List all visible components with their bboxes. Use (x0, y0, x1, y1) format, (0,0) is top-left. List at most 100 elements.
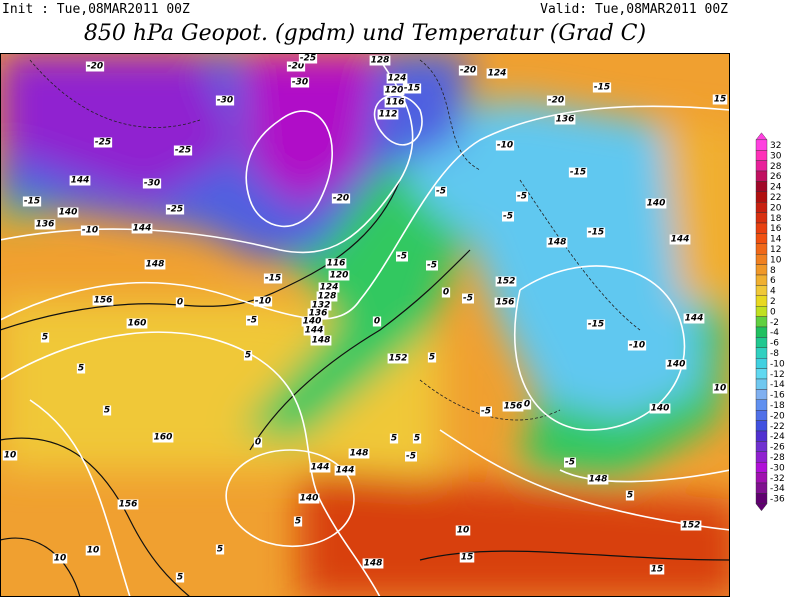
label-box (387, 353, 409, 364)
label-box (462, 293, 474, 304)
contour-label: 140 (647, 199, 666, 209)
label-box (712, 383, 728, 394)
label-box (554, 114, 576, 125)
contour-label: 140 (59, 208, 78, 218)
contour-label: 15 (461, 553, 474, 563)
contour-label: 5 (177, 573, 183, 583)
contour-label: -5 (517, 192, 527, 202)
map-title: 850 hPa Geopot. (gpdm) und Temperatur (G… (84, 21, 646, 46)
contour-label: 144 (336, 466, 355, 476)
label-box (494, 297, 516, 308)
contour-label: 5 (295, 517, 301, 527)
contour-label: 148 (364, 559, 383, 569)
colorbar-swatch (755, 243, 768, 255)
colorbar-swatch (755, 378, 768, 390)
label-box (625, 490, 635, 501)
label-box (426, 260, 438, 271)
colorbar-label: -26 (770, 443, 785, 453)
label-box (427, 352, 437, 363)
contour-label: 112 (379, 110, 398, 120)
contour-label: -30 (217, 96, 233, 106)
label-box (586, 227, 606, 238)
contour-label: 136 (556, 115, 575, 125)
contour-label: 5 (391, 434, 397, 444)
colorbar-swatch (755, 316, 768, 328)
label-box (57, 207, 79, 218)
label-box (40, 332, 50, 343)
label-box (293, 516, 303, 527)
colorbar-label: -36 (770, 495, 785, 505)
label-box (316, 291, 338, 302)
colorbar-label: -16 (770, 391, 785, 401)
contour-label: 116 (386, 98, 405, 108)
contour-label: -10 (497, 141, 513, 151)
contour-label: -5 (406, 452, 416, 462)
colorbar-swatch (755, 430, 768, 442)
contour-label: 144 (133, 224, 152, 234)
colorbar-swatch (755, 472, 768, 484)
contour-label: -15 (570, 168, 586, 178)
contour-label: -5 (427, 261, 437, 271)
contour-label: 10 (54, 554, 67, 564)
contour-label: -30 (144, 179, 160, 189)
label-box (645, 198, 667, 209)
contour-label: 144 (671, 235, 690, 245)
colorbar-label: 6 (770, 276, 776, 286)
label-box (93, 137, 113, 148)
label-box (246, 315, 258, 326)
label-box (80, 225, 100, 236)
colorbar-swatch (755, 264, 768, 276)
colorbar-label: 32 (770, 141, 781, 151)
colorbar-label: -14 (770, 380, 785, 390)
contour-label: 148 (312, 336, 331, 346)
colorbar-label: 14 (770, 235, 782, 245)
colorbar-swatch (755, 358, 768, 369)
label-box (309, 462, 331, 473)
label-box (307, 308, 329, 319)
colorbar-label: -8 (770, 349, 779, 359)
colorbar-label: -18 (770, 401, 785, 411)
label-box (92, 295, 114, 306)
contour-label: 0 (443, 288, 449, 298)
label-box (34, 219, 56, 230)
contour-label: 10 (457, 526, 470, 536)
label-box (298, 53, 318, 64)
contour-label: 116 (327, 259, 346, 269)
contour-label: 120 (330, 271, 349, 281)
contour-label: -20 (288, 62, 304, 72)
label-box (587, 474, 609, 485)
contour-label: 0 (524, 400, 530, 410)
label-box (85, 545, 101, 556)
colorbar-label: -20 (770, 411, 785, 421)
contour-label: 144 (685, 314, 704, 324)
contour-label: 124 (488, 69, 507, 79)
label-box (412, 433, 422, 444)
colorbar-label: 10 (770, 255, 782, 265)
label-box (649, 403, 671, 414)
label-box (76, 363, 86, 374)
contour-label: -15 (594, 83, 610, 93)
label-box (522, 399, 532, 410)
contour-label: -5 (436, 187, 446, 197)
contour-label: -5 (247, 316, 257, 326)
contour-label: -10 (629, 341, 645, 351)
contour-label: 132 (312, 301, 331, 311)
contour-label: 140 (651, 404, 670, 414)
colorbar-swatch (755, 139, 768, 151)
colorbar-swatch (755, 441, 768, 452)
label-box (564, 457, 576, 468)
label-box (383, 85, 405, 96)
colorbar-swatch (755, 253, 768, 265)
label-box (502, 211, 514, 222)
label-box (144, 259, 166, 270)
label-box (152, 432, 174, 443)
colorbar-swatch (755, 368, 768, 380)
contour-label: 144 (305, 326, 324, 336)
contour-label: 10 (87, 546, 100, 556)
contour-label: 5 (245, 351, 251, 361)
valid-time: Valid: Tue,08MAR2011 00Z (540, 2, 728, 17)
label-box (405, 451, 417, 462)
contour-label: 5 (627, 491, 633, 501)
contour-label: 136 (309, 309, 328, 319)
